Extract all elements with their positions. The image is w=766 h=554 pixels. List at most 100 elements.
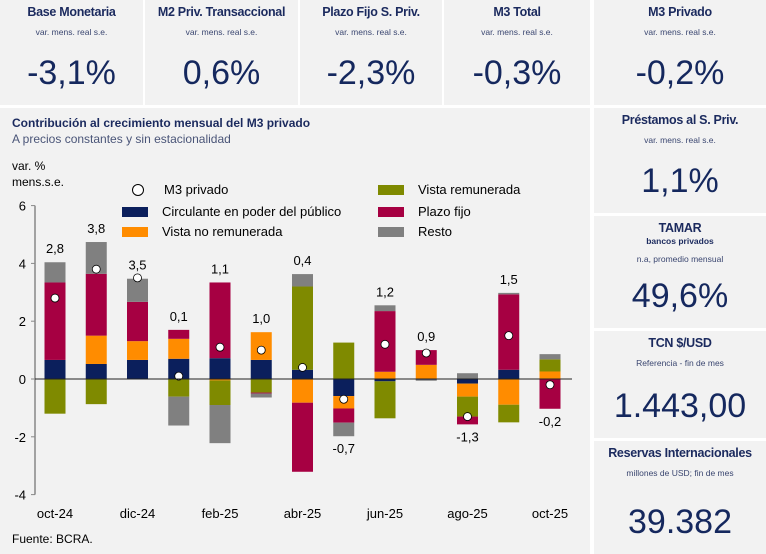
bar-segment [333, 379, 355, 397]
legend-label: Vista no remunerada [162, 224, 283, 239]
kpi-value: 0,6% [182, 54, 261, 92]
bar-segment [209, 379, 231, 381]
bar-segment [457, 396, 478, 417]
y-label-line2: mens.s.e. [12, 175, 65, 189]
kpi-value: 1,1% [641, 162, 719, 200]
bar-segment [457, 373, 478, 379]
kpi-title: Base Monetaria [27, 5, 116, 19]
legend-label: Resto [418, 224, 452, 239]
kpi-title: Plazo Fijo S. Priv. [322, 5, 420, 19]
m3-privado-point [256, 345, 266, 355]
bar-segment [457, 383, 478, 397]
legend-swatch [122, 206, 148, 217]
kpi-subtitle: var. mens. real s.e. [481, 27, 553, 37]
kpi-card: TCN $/USD Referencia - fin de mes 1.443,… [594, 331, 766, 438]
bar-segment [498, 292, 520, 295]
bar-segment [374, 371, 396, 379]
kpi-value: 1.443,00 [613, 387, 747, 425]
bar-segment [85, 379, 107, 405]
chart-subtitle: A precios constantes y sin estacionalida… [12, 132, 231, 146]
m3-contribution-chart: Contribución al crecimiento mensual del … [0, 108, 590, 554]
m3-privado-point [463, 412, 472, 421]
bar-segment [44, 262, 66, 283]
bar-segment [333, 408, 355, 423]
data-label: 0,1 [170, 309, 188, 324]
bar-segment [85, 363, 107, 379]
kpi-subtitle2: bancos privados [646, 236, 714, 246]
bar-segment [539, 359, 561, 372]
chart-title: Contribución al crecimiento mensual del … [12, 116, 311, 130]
x-tick-label: feb-25 [202, 506, 239, 521]
data-label: 2,8 [46, 241, 64, 256]
bar-segment [415, 350, 437, 365]
bar-segment [250, 359, 272, 379]
m3-privado-point [298, 363, 307, 372]
kpi-subtitle: n.a, promedio mensual [636, 254, 724, 264]
circle-marker-icon [132, 183, 144, 196]
m3-privado-point [421, 348, 431, 358]
data-label: 1,2 [376, 284, 394, 299]
m3-privado-point [545, 380, 555, 390]
data-label: 3,8 [87, 221, 105, 236]
data-label: -1,3 [456, 429, 478, 444]
source-note: Fuente: BCRA. [12, 532, 93, 546]
y-label-line1: var. % [12, 159, 46, 173]
kpi-subtitle: Referencia - fin de mes [636, 358, 724, 368]
bar-segment [85, 335, 107, 364]
bar-segment [374, 381, 396, 419]
bar-segment [498, 404, 520, 423]
bar-segment [498, 369, 520, 379]
x-tick-label: dic-24 [120, 506, 155, 521]
bar-segment [539, 379, 561, 409]
bar-segment [85, 273, 107, 336]
kpi-title: M2 Priv. Transaccional [157, 5, 286, 19]
kpi-value: 39.382 [628, 503, 732, 541]
data-label: 1,1 [211, 261, 229, 276]
kpi-value: -0,3% [472, 54, 562, 92]
kpi-card: M2 Priv. Transaccional var. mens. real s… [145, 0, 298, 105]
m3-privado-point [133, 273, 142, 283]
bar-segment [168, 396, 190, 426]
bar-segment [127, 278, 148, 302]
bar-segment [209, 282, 231, 359]
kpi-card: Plazo Fijo S. Priv. var. mens. real s.e.… [300, 0, 442, 105]
kpi-title: M3 Privado [648, 5, 712, 19]
legend-circulante: Circulante en poder del público [122, 204, 341, 219]
bar-segment [292, 369, 313, 379]
data-label: -0,7 [333, 441, 355, 456]
data-label: 1,5 [500, 272, 518, 287]
legend-plazo-fijo: Plazo fijo [378, 204, 471, 219]
legend-swatch [378, 184, 404, 195]
kpi-title: TAMAR [658, 221, 702, 235]
x-tick-label: jun-25 [366, 506, 403, 521]
bar-segment [127, 301, 148, 342]
bar-segment [44, 359, 66, 379]
legend-m3-privado: M3 privado [130, 182, 228, 197]
legend-label: Vista remunerada [418, 182, 521, 197]
kpi-card: Reservas Internacionales millones de USD… [594, 441, 766, 554]
kpi-value: -0,2% [635, 54, 725, 92]
legend-swatch [378, 226, 404, 237]
y-tick-label: 2 [19, 314, 26, 329]
legend-label: M3 privado [164, 182, 229, 197]
kpi-title: TCN $/USD [648, 336, 712, 350]
bar-segment [168, 329, 190, 339]
bar-segment [44, 379, 66, 414]
kpi-title: Préstamos al S. Priv. [621, 113, 739, 127]
bar-segment [127, 341, 148, 360]
legend-label: Circulante en poder del público [162, 204, 342, 219]
x-tick-label: abr-25 [284, 506, 322, 521]
kpi-subtitle: var. mens. real s.e. [644, 27, 716, 37]
bar-segment [209, 405, 231, 444]
y-tick-label: 6 [19, 199, 26, 214]
bar-segment [209, 380, 231, 406]
bar-segment [539, 354, 561, 360]
kpi-card: Préstamos al S. Priv. var. mens. real s.… [594, 108, 766, 213]
kpi-value: -2,3% [326, 54, 416, 92]
legend-label: Plazo fijo [418, 204, 471, 219]
bar-segment [292, 286, 313, 370]
data-label: 3,5 [128, 258, 146, 273]
bar-segment [333, 422, 355, 437]
bar-segment [85, 242, 107, 274]
bar-segment [374, 379, 396, 382]
